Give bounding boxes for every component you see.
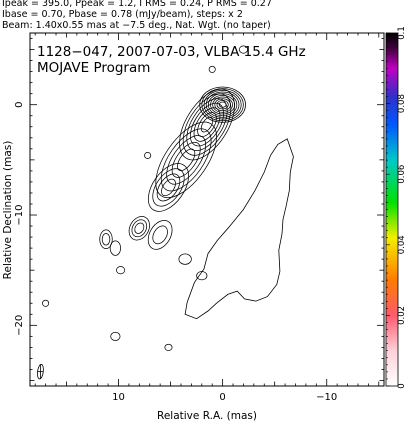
contour-level (161, 178, 176, 197)
colorbar-tick-label: 0.06 (397, 165, 407, 184)
x-axis-label: Relative R.A. (mas) (157, 410, 257, 422)
contour-level (147, 163, 189, 212)
colorbar-tick-label: 0.08 (397, 94, 407, 113)
contour-level (182, 93, 232, 156)
contour-level (128, 216, 150, 241)
contour-level (178, 253, 192, 265)
contour-level (110, 331, 121, 341)
contour-level (171, 141, 201, 178)
y-tick-label: 0 (14, 102, 25, 108)
x-tick-label: 10 (112, 392, 125, 403)
plot-frame (29, 32, 385, 387)
contour-level (144, 151, 152, 159)
contour-level (205, 91, 240, 118)
contour-level (207, 93, 238, 117)
contour-level (208, 65, 216, 73)
contour-level (179, 88, 235, 161)
header-line-2: Ibase = 0.70, Pbase = 0.78 (mJy/beam), s… (2, 9, 243, 20)
contour-level (109, 240, 121, 256)
contour-level (164, 343, 173, 351)
contour-level (42, 299, 50, 307)
y-axis-label: Relative Declination (mas) (2, 141, 14, 280)
colorbar-ticks: 0 0.02 0.04 0.06 0.08 0.1 (386, 26, 407, 389)
contour-level (152, 225, 168, 245)
contour-level (166, 135, 207, 185)
extended-lobe-contour (184, 138, 294, 320)
contour-level (190, 102, 224, 147)
colorbar-tick-label: 0.1 (397, 26, 407, 40)
contour-level (238, 45, 248, 54)
contour-level (156, 173, 181, 202)
plot-subtitle: MOJAVE Program (37, 60, 150, 76)
contour-level (131, 219, 148, 238)
contour-level (99, 229, 113, 250)
x-tick-label: −10 (316, 392, 337, 403)
colorbar-tick-label: 0 (397, 383, 407, 388)
x-tick-label: 0 (219, 392, 225, 403)
contour-level (116, 266, 126, 275)
contour-level (101, 233, 111, 246)
contour-level (177, 148, 196, 172)
header-line-1: Ipeak = 395.0, Ppeak = 1.2, I RMS = 0.24… (2, 0, 272, 9)
header-line-3: Beam: 1.40x0.55 mas at −7.5 deg., Nat. W… (2, 20, 271, 31)
contour-level (212, 96, 233, 113)
contour-level (147, 220, 173, 250)
contour-level (152, 168, 185, 207)
contour-level (134, 222, 145, 234)
colorbar-tick-label: 0.02 (397, 306, 407, 325)
colorbar-tick-label: 0.04 (397, 235, 407, 254)
plot-title: 1128−047, 2007-07-03, VLBA 15.4 GHz (37, 44, 306, 60)
y-tick-label: −10 (14, 204, 25, 225)
contour-level (160, 128, 212, 192)
y-tick-label: −20 (14, 315, 25, 336)
contour-layer (37, 45, 294, 380)
tick-layer: 10 0 −10 0 −10 −20 (14, 33, 384, 403)
contour-level (155, 121, 217, 198)
